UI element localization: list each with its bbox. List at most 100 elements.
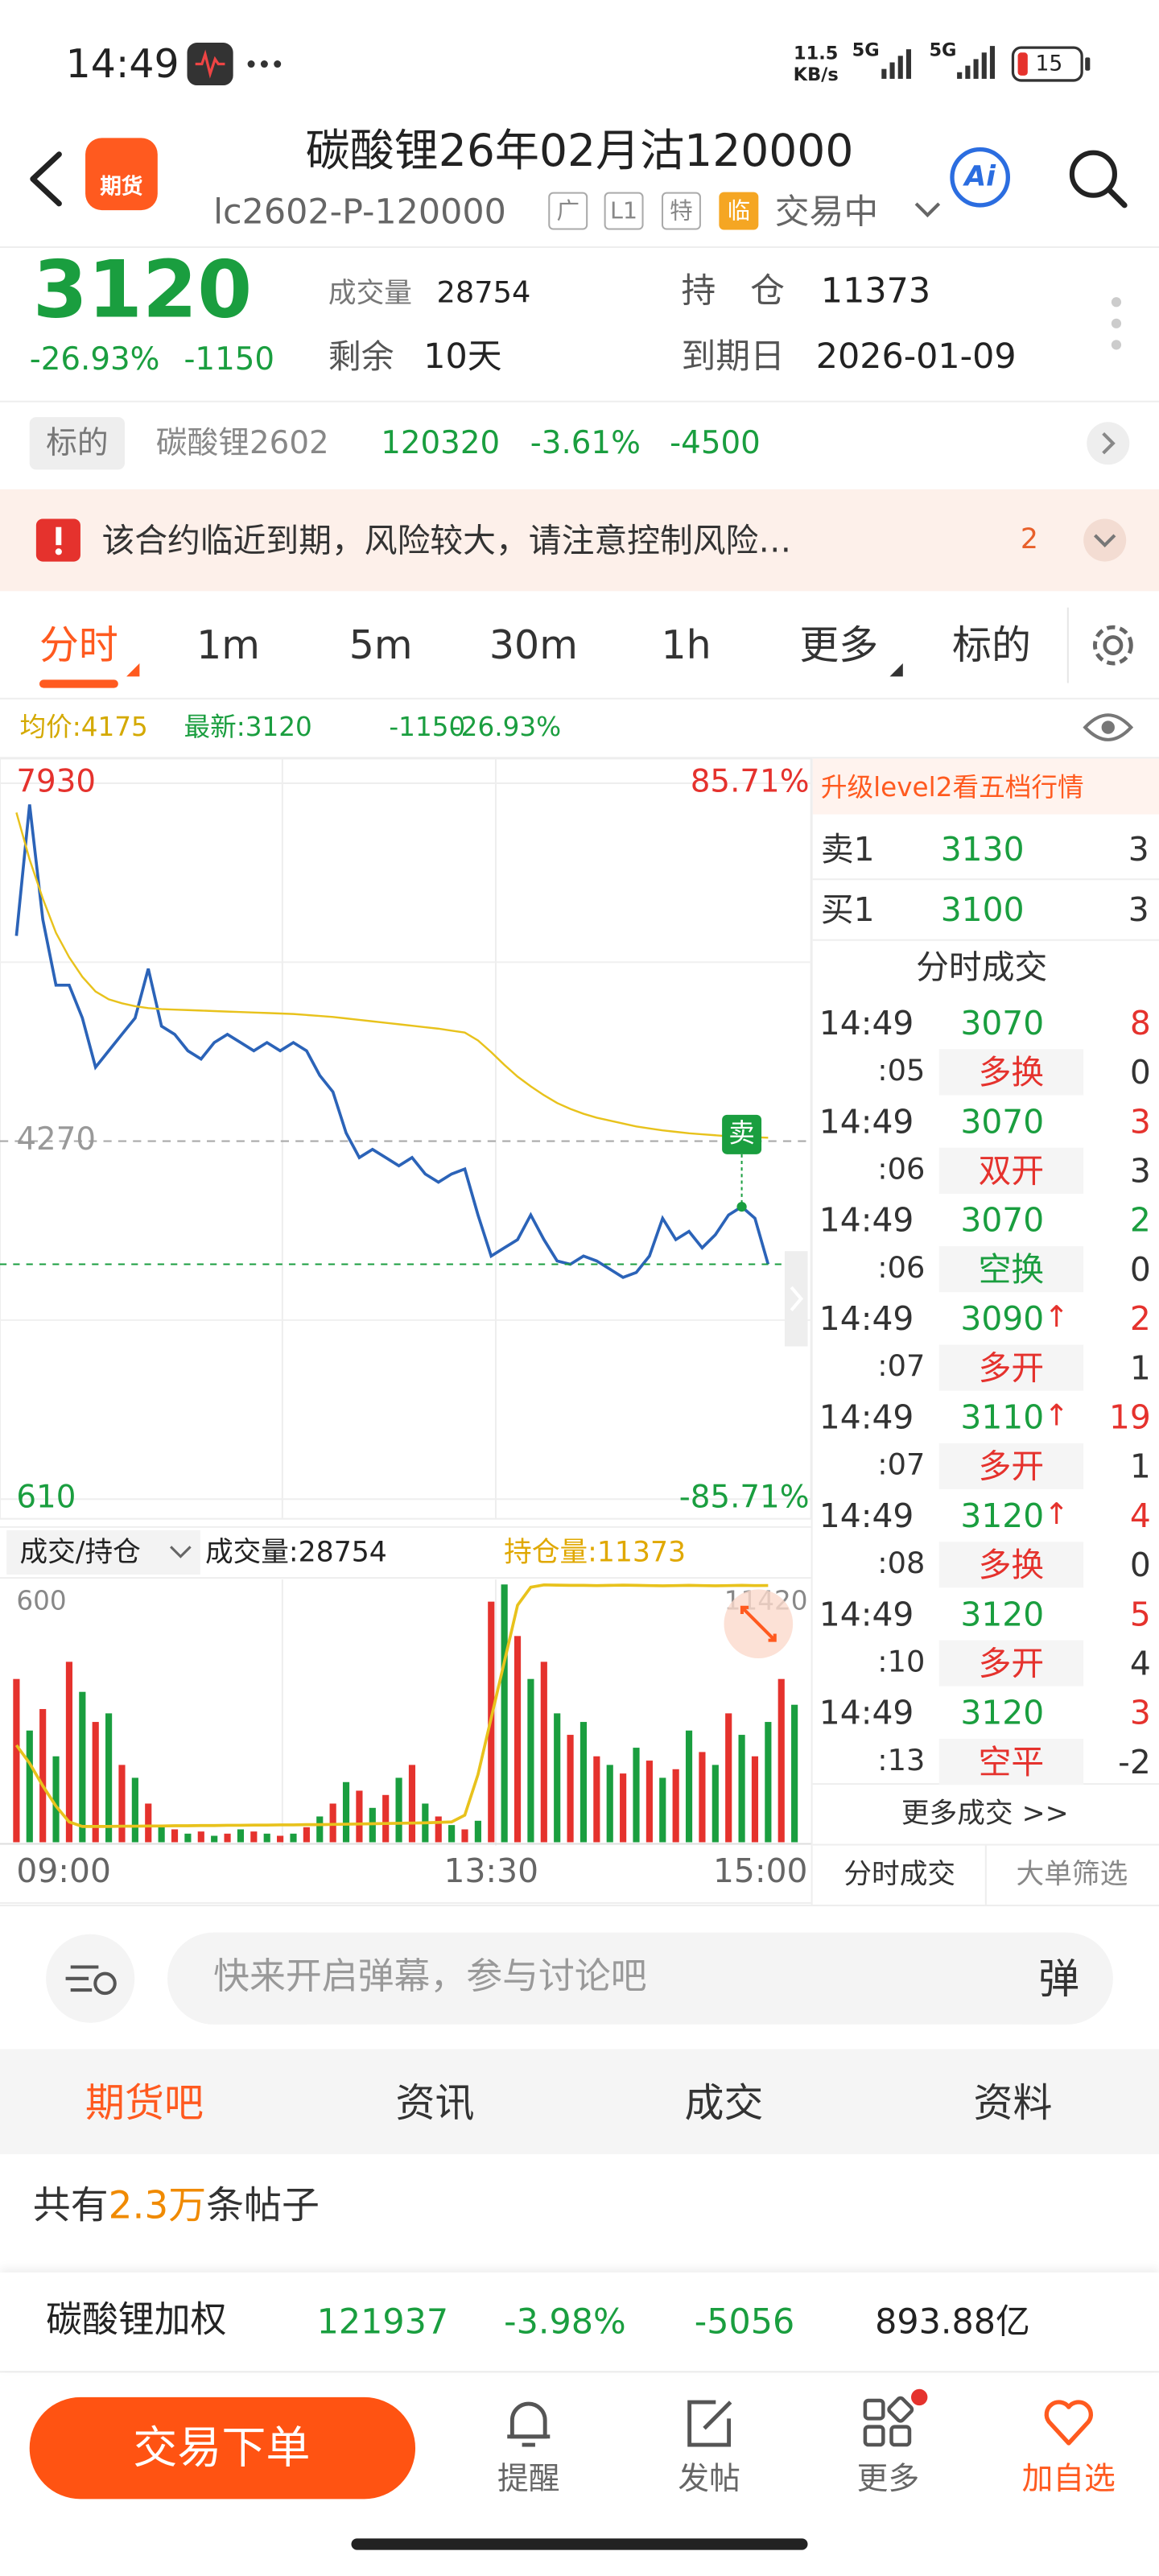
trade-button-label[interactable]: 交易下单 bbox=[133, 2422, 311, 2474]
section-tab[interactable]: 资料 bbox=[973, 2080, 1053, 2127]
trades-tab[interactable]: 分时成交 bbox=[843, 1857, 956, 1891]
collapse-handle[interactable] bbox=[784, 1251, 808, 1347]
volume-bar bbox=[791, 1704, 798, 1843]
level2-banner-text[interactable]: 升级level2看五档行情 bbox=[820, 771, 1084, 803]
trade-type: 多换 bbox=[978, 1545, 1045, 1585]
trade-volume: 3 bbox=[1129, 1692, 1151, 1732]
remaining-value: 10天 bbox=[423, 336, 502, 376]
trade-arrow: ↑ bbox=[1044, 1300, 1070, 1335]
underlying-change: -4500 bbox=[670, 424, 761, 461]
trade-time: 14:49 bbox=[819, 1298, 914, 1339]
period-tab[interactable]: 1m bbox=[196, 622, 260, 669]
alert-expand[interactable] bbox=[1082, 517, 1128, 563]
back-button[interactable] bbox=[27, 151, 66, 207]
trade-price: 3120 bbox=[960, 1692, 1045, 1732]
ai-button[interactable] bbox=[949, 147, 1012, 209]
battery-level: 15 bbox=[1035, 52, 1063, 76]
ticker-price: 121937 bbox=[316, 2301, 449, 2341]
signal-label: 5G bbox=[929, 38, 957, 60]
period-tab[interactable]: 30m bbox=[489, 622, 578, 669]
period-tab[interactable]: 1h bbox=[661, 622, 711, 669]
trades-tab[interactable]: 大单筛选 bbox=[1016, 1857, 1128, 1891]
underlying-name[interactable]: 碳酸锂2602 bbox=[155, 424, 329, 461]
nav-item[interactable]: 加自选 bbox=[1021, 2460, 1116, 2497]
tag-box bbox=[604, 192, 644, 230]
volume-bar bbox=[316, 1816, 324, 1843]
eye-icon[interactable] bbox=[1083, 712, 1134, 742]
nav-item[interactable]: 发帖 bbox=[678, 2460, 740, 2497]
trade-type: 多开 bbox=[978, 1643, 1045, 1683]
quote-more[interactable] bbox=[1110, 295, 1123, 351]
volume-bar bbox=[593, 1756, 600, 1843]
nav-item[interactable]: 更多 bbox=[856, 2460, 920, 2497]
more-icon bbox=[863, 2388, 928, 2447]
trade-type-box bbox=[938, 1049, 1084, 1096]
volume-bar bbox=[567, 1735, 574, 1843]
trade-type-box bbox=[938, 1246, 1084, 1293]
legend-entry: 持仓量:11373 bbox=[504, 1537, 686, 1569]
period-tab[interactable]: 分时 bbox=[39, 622, 118, 669]
home-indicator bbox=[351, 2538, 808, 2550]
divider bbox=[812, 1843, 1159, 1846]
nav-item[interactable]: 提醒 bbox=[497, 2460, 560, 2497]
volume-bar bbox=[131, 1777, 138, 1843]
status-chevron[interactable] bbox=[913, 200, 942, 220]
expiry-value: 2026-01-09 bbox=[815, 336, 1017, 376]
danmaku-button[interactable]: 弹 bbox=[1038, 1955, 1080, 2003]
net-unit: KB/s bbox=[793, 63, 839, 85]
trade-volume: 2 bbox=[1129, 1199, 1151, 1240]
divider bbox=[0, 757, 1159, 759]
trade-type: 空平 bbox=[978, 1742, 1045, 1782]
selector-box[interactable] bbox=[6, 1530, 200, 1575]
period-tab[interactable]: 5m bbox=[349, 622, 413, 669]
volume-bar bbox=[92, 1722, 99, 1843]
ticker-change: -5056 bbox=[694, 2301, 795, 2341]
ai-label[interactable]: Ai bbox=[964, 159, 996, 193]
panel-selector: 成交/持仓 bbox=[19, 1537, 140, 1569]
volume-bar bbox=[26, 1730, 33, 1843]
volume-bar bbox=[105, 1713, 113, 1843]
trade-type: 多开 bbox=[978, 1348, 1045, 1388]
volume-bar bbox=[158, 1825, 165, 1843]
more-trades[interactable]: 更多成交 >> bbox=[901, 1797, 1069, 1831]
volume-bar bbox=[435, 1816, 442, 1843]
alert-text[interactable]: 该合约临近到期，风险较大，请注意控制风险… bbox=[101, 520, 792, 560]
volume-bar bbox=[540, 1662, 547, 1843]
book-volume: 3 bbox=[1128, 890, 1149, 930]
divider bbox=[0, 400, 1159, 402]
volume-bar bbox=[751, 1756, 759, 1843]
volume-bar bbox=[672, 1769, 679, 1843]
volume-bar bbox=[211, 1835, 218, 1843]
volume-bar bbox=[184, 1833, 192, 1843]
trade-time: 14:49 bbox=[819, 1692, 914, 1732]
section-tabs-bg bbox=[0, 2049, 1159, 2155]
section-tab[interactable]: 期货吧 bbox=[85, 2080, 204, 2127]
trade-volume: 19 bbox=[1108, 1397, 1151, 1437]
latest-change: -1150 bbox=[389, 711, 466, 742]
trade-oi-change: -2 bbox=[1118, 1742, 1151, 1782]
volume-bar bbox=[342, 1781, 350, 1843]
period-tab[interactable]: 标的 bbox=[952, 622, 1031, 669]
comment-input[interactable] bbox=[167, 1932, 1113, 2025]
section-tab[interactable]: 成交 bbox=[684, 2080, 764, 2127]
collapse-arrow bbox=[790, 1286, 804, 1311]
ticker-bar bbox=[0, 2272, 1159, 2372]
signal-bars-1 bbox=[881, 49, 912, 79]
signal-label: 5G bbox=[852, 38, 880, 60]
logo-text: 期货 bbox=[100, 175, 143, 200]
chart-area: 610 4270 7930 -85.71% 85.71% 卖成交/持仓 成交量:28754 持… bbox=[0, 758, 812, 1904]
danmaku-icon[interactable] bbox=[46, 1934, 135, 2023]
volume-bar bbox=[79, 1691, 86, 1843]
trade-second: :10 bbox=[877, 1645, 926, 1680]
trade-second: :06 bbox=[877, 1152, 926, 1187]
book-volume: 3 bbox=[1128, 829, 1149, 869]
trade-button[interactable] bbox=[29, 2396, 416, 2500]
trade-oi-change: 0 bbox=[1129, 1545, 1151, 1585]
underlying-arrow[interactable] bbox=[1085, 420, 1131, 466]
period-tab[interactable]: 更多 bbox=[799, 622, 879, 669]
battery bbox=[1011, 46, 1091, 82]
y2-tick-label: 85.71% bbox=[691, 763, 810, 799]
settings-gear[interactable] bbox=[1088, 621, 1137, 670]
search-button[interactable] bbox=[1067, 148, 1130, 211]
section-tab[interactable]: 资讯 bbox=[395, 2080, 475, 2127]
